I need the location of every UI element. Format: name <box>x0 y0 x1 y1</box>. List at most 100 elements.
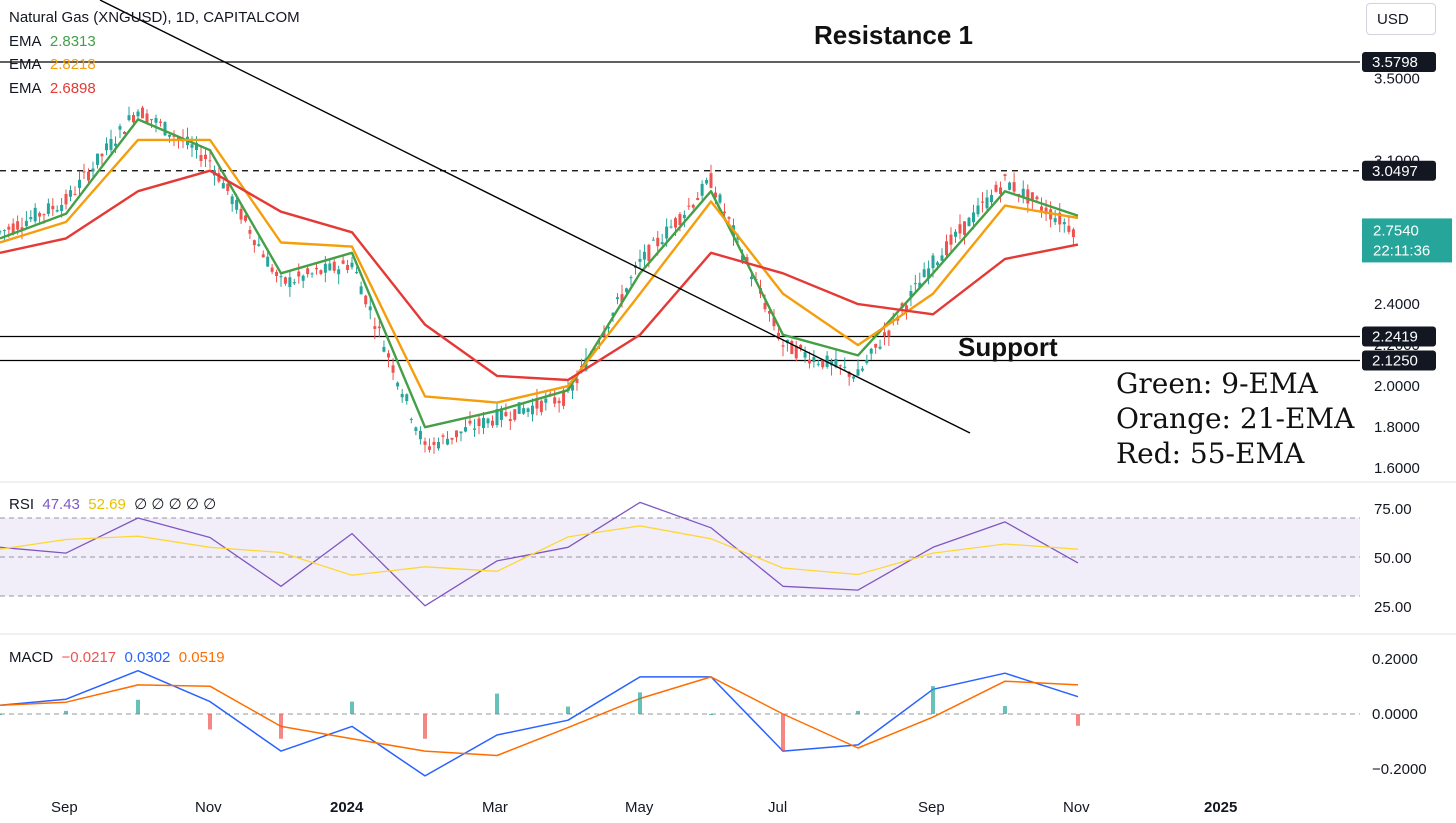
level-label: 2.2419 <box>1372 329 1418 346</box>
candle-body <box>535 397 539 409</box>
macd-legend[interactable]: MACD −0.0217 0.0302 0.0519 <box>9 646 225 670</box>
candle-body <box>945 241 948 256</box>
candle-body <box>2 230 6 232</box>
currency-button[interactable]: USD <box>1366 3 1436 35</box>
candle-body <box>464 427 467 432</box>
candle-body <box>847 371 851 377</box>
time-axis-label: 2024 <box>330 799 364 816</box>
candle-body <box>64 194 68 205</box>
candle-body <box>33 207 37 222</box>
candle-body <box>682 214 686 218</box>
candle-body <box>359 286 363 295</box>
candle-body <box>377 326 381 329</box>
ema-legend-2[interactable]: EMA 2.8218 <box>9 53 300 77</box>
macd-hist-bar <box>781 714 785 752</box>
candle-body <box>985 197 989 209</box>
macd-hist-bar <box>350 701 354 714</box>
candle-body <box>575 378 579 384</box>
ema-legend-value: 2.6898 <box>49 79 96 97</box>
candle-body <box>132 115 135 123</box>
candle-body <box>513 409 517 420</box>
candle-body <box>838 365 842 367</box>
candle-body <box>266 256 270 267</box>
candle-body <box>790 340 794 355</box>
candle-body <box>60 204 64 211</box>
candle-body <box>275 272 279 276</box>
candle-body <box>323 263 327 273</box>
candle-body <box>428 446 431 450</box>
rsi-extra: ∅ ∅ ∅ ∅ ∅ <box>134 496 217 513</box>
candle-body <box>931 255 935 269</box>
rsi-ma-line <box>0 525 1079 576</box>
macd-hist-bar <box>638 692 642 714</box>
ema-notes: Green: 9-EMA Orange: 21-EMA Red: 55-EMA <box>1116 366 1354 471</box>
candle-body <box>482 417 485 429</box>
candle-body <box>154 118 158 123</box>
candle-body <box>29 217 33 220</box>
candle-body <box>350 262 354 268</box>
candle-body <box>874 343 878 348</box>
macd-hist-bar <box>1076 714 1080 726</box>
candle-body <box>705 179 709 184</box>
candle-body <box>700 183 704 196</box>
candle-body <box>455 430 458 438</box>
ema-legend-3[interactable]: EMA 2.6898 <box>9 77 300 101</box>
candle-body <box>432 441 436 445</box>
candle-body <box>499 408 503 420</box>
candle-body <box>1044 207 1048 215</box>
candle-body <box>423 441 427 445</box>
time-axis-label: Sep <box>918 799 945 816</box>
macd-hist-bar <box>423 714 427 739</box>
candle-body <box>195 142 198 151</box>
ema-legend-label: EMA <box>9 79 42 97</box>
candle-body <box>678 214 682 226</box>
candle-body <box>860 368 864 371</box>
candle-body <box>1003 174 1007 177</box>
macd-hist-bar <box>566 706 570 714</box>
candle-body <box>981 201 984 203</box>
candle-body <box>364 295 368 305</box>
candle-body <box>459 431 463 434</box>
candle-body <box>46 203 50 214</box>
candle-body <box>539 400 543 413</box>
candle-body <box>168 134 171 137</box>
candle-body <box>495 409 499 426</box>
candle-body <box>709 173 713 188</box>
candle-body <box>714 192 717 198</box>
candle-body <box>136 111 140 117</box>
candle-body <box>306 268 310 275</box>
candle-body <box>620 294 624 303</box>
candle-body <box>976 205 980 215</box>
price-tick-label: 2.0000 <box>1374 378 1420 395</box>
macd-hist-bar <box>931 686 935 714</box>
ema-legend-1[interactable]: EMA 2.8313 <box>9 30 300 54</box>
candle-body <box>696 198 700 201</box>
candle-body <box>346 264 350 270</box>
candle-body <box>405 394 409 402</box>
time-axis-label: Sep <box>51 799 78 816</box>
candle-body <box>794 345 798 359</box>
candle-body <box>127 115 131 121</box>
candle-body <box>878 346 882 349</box>
candle-body <box>270 267 274 272</box>
candle-body <box>647 244 651 261</box>
candle-body <box>91 168 95 172</box>
candle-body <box>1026 189 1030 204</box>
candle-body <box>491 420 494 426</box>
candle-body <box>669 226 673 228</box>
candle-body <box>400 393 404 398</box>
candle-body <box>199 155 203 162</box>
candle-body <box>51 205 55 210</box>
rsi-tick-label: 25.00 <box>1374 599 1412 616</box>
candle-body <box>905 305 909 311</box>
candle-body <box>1040 206 1043 211</box>
price-tick-label: 2.4000 <box>1374 296 1420 313</box>
candle-body <box>642 251 646 260</box>
rsi-label: RSI <box>9 496 35 513</box>
rsi-legend[interactable]: RSI 47.43 52.69 ∅ ∅ ∅ ∅ ∅ <box>9 493 216 517</box>
candle-body <box>159 121 162 123</box>
candle-body <box>799 344 803 349</box>
candle-body <box>163 122 167 136</box>
level-label-box <box>1362 350 1436 371</box>
